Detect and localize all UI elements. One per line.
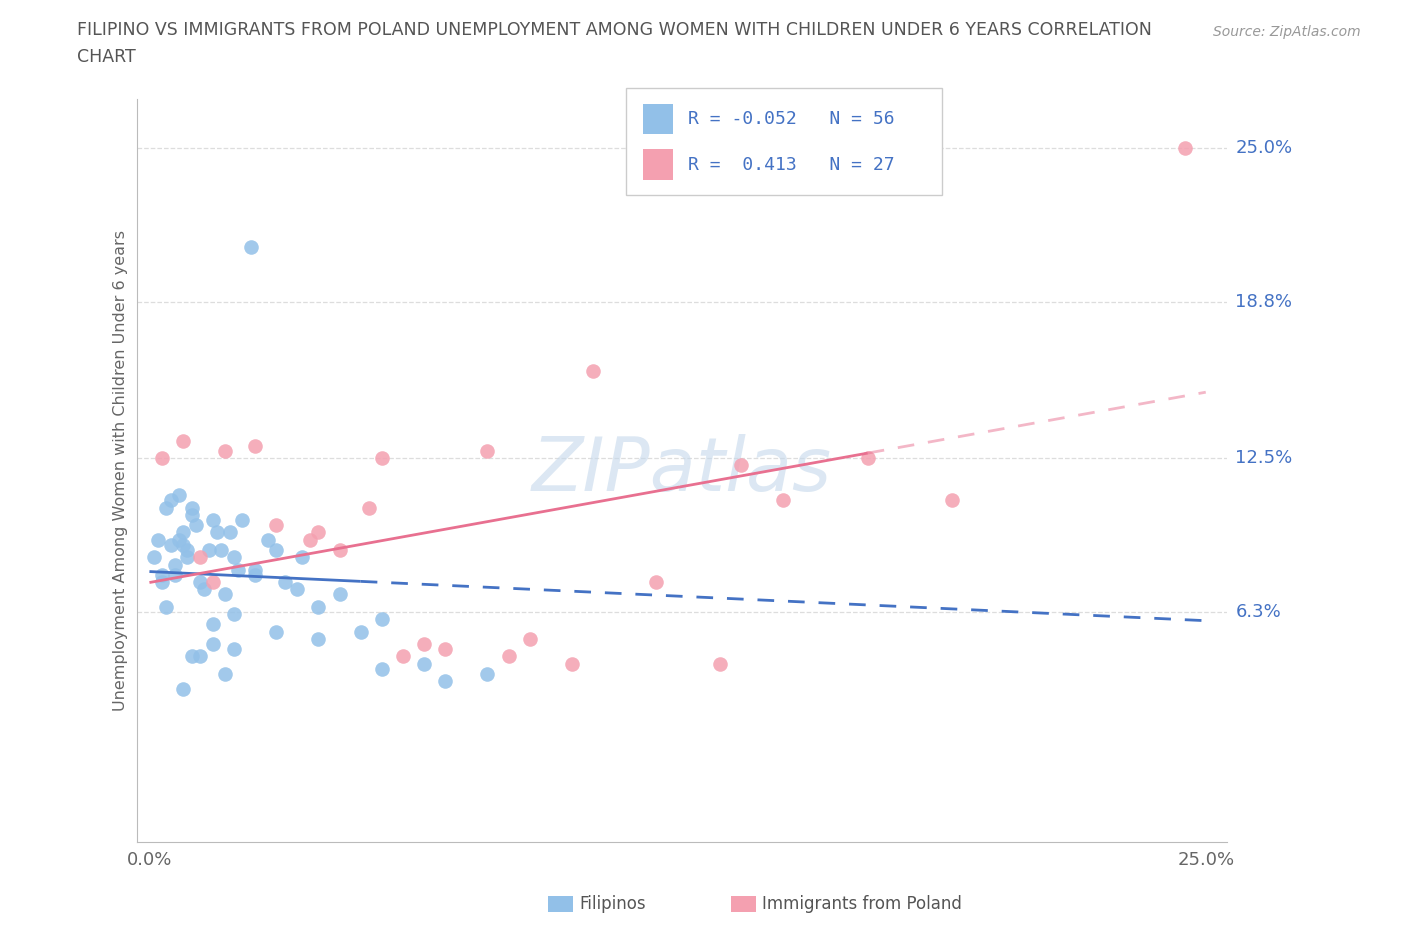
Point — [772, 493, 794, 508]
Point — [477, 666, 499, 681]
Point — [214, 587, 236, 602]
Text: 12.5%: 12.5% — [1236, 449, 1292, 467]
Text: Filipinos: Filipinos — [579, 895, 645, 913]
Point — [201, 617, 224, 631]
Point — [243, 438, 266, 453]
Point — [226, 562, 249, 577]
Y-axis label: Unemployment Among Women with Children Under 6 years: Unemployment Among Women with Children U… — [114, 230, 128, 711]
Point — [180, 649, 202, 664]
Point — [155, 599, 177, 614]
Point — [477, 444, 499, 458]
Point — [188, 550, 211, 565]
Text: ZIPatlas: ZIPatlas — [531, 434, 832, 507]
Point — [264, 542, 287, 557]
Text: R =  0.413   N = 27: R = 0.413 N = 27 — [688, 155, 894, 174]
Point — [222, 606, 245, 621]
Point — [709, 657, 731, 671]
Point — [243, 567, 266, 582]
Point — [176, 550, 198, 565]
Point — [163, 557, 186, 572]
Point — [329, 542, 352, 557]
Point — [159, 538, 181, 552]
Point — [730, 458, 752, 473]
Point — [188, 649, 211, 664]
Point — [239, 240, 262, 255]
Point — [218, 525, 240, 539]
Point — [176, 542, 198, 557]
Point — [434, 673, 457, 688]
Point — [180, 508, 202, 523]
Point — [197, 542, 219, 557]
Point — [188, 575, 211, 590]
Point — [371, 661, 394, 676]
Point — [150, 567, 173, 582]
Point — [150, 451, 173, 466]
Point — [256, 532, 278, 547]
Point — [498, 649, 520, 664]
Point — [146, 532, 169, 547]
Point — [214, 444, 236, 458]
Point — [172, 681, 194, 696]
Point — [167, 487, 190, 502]
Point — [264, 517, 287, 532]
Point — [222, 642, 245, 657]
Point — [307, 599, 329, 614]
Point — [184, 517, 207, 532]
Point — [172, 433, 194, 448]
Point — [167, 532, 190, 547]
Point — [159, 493, 181, 508]
Point — [193, 582, 215, 597]
Text: R = -0.052   N = 56: R = -0.052 N = 56 — [688, 110, 894, 128]
Point — [290, 550, 312, 565]
Point — [285, 582, 308, 597]
Text: 6.3%: 6.3% — [1236, 603, 1281, 620]
Point — [201, 575, 224, 590]
Point — [180, 500, 202, 515]
Point — [142, 550, 165, 565]
Point — [434, 642, 457, 657]
Point — [371, 612, 394, 627]
Point — [329, 587, 352, 602]
Point — [222, 550, 245, 565]
Point — [231, 512, 253, 527]
Point — [150, 575, 173, 590]
Point — [413, 636, 436, 651]
Text: Source: ZipAtlas.com: Source: ZipAtlas.com — [1213, 25, 1361, 39]
Point — [561, 657, 583, 671]
Text: 25.0%: 25.0% — [1236, 140, 1292, 157]
Point — [264, 624, 287, 639]
Point — [941, 493, 963, 508]
Point — [1174, 140, 1197, 155]
Point — [205, 525, 228, 539]
Point — [307, 525, 329, 539]
Point — [350, 624, 373, 639]
Point — [645, 575, 668, 590]
Text: 18.8%: 18.8% — [1236, 293, 1292, 311]
Point — [214, 666, 236, 681]
Point — [172, 525, 194, 539]
Point — [582, 364, 605, 379]
Point — [163, 567, 186, 582]
Point — [392, 649, 415, 664]
Point — [209, 542, 232, 557]
Text: FILIPINO VS IMMIGRANTS FROM POLAND UNEMPLOYMENT AMONG WOMEN WITH CHILDREN UNDER : FILIPINO VS IMMIGRANTS FROM POLAND UNEMP… — [77, 21, 1152, 39]
Point — [298, 532, 321, 547]
Point — [371, 451, 394, 466]
Point — [201, 636, 224, 651]
Point — [155, 500, 177, 515]
Text: Immigrants from Poland: Immigrants from Poland — [762, 895, 962, 913]
Point — [359, 500, 381, 515]
Point — [413, 657, 436, 671]
Point — [172, 538, 194, 552]
Point — [243, 562, 266, 577]
Point — [307, 631, 329, 646]
Point — [273, 575, 295, 590]
Text: CHART: CHART — [77, 48, 136, 66]
Point — [201, 512, 224, 527]
Point — [856, 451, 879, 466]
Point — [519, 631, 541, 646]
